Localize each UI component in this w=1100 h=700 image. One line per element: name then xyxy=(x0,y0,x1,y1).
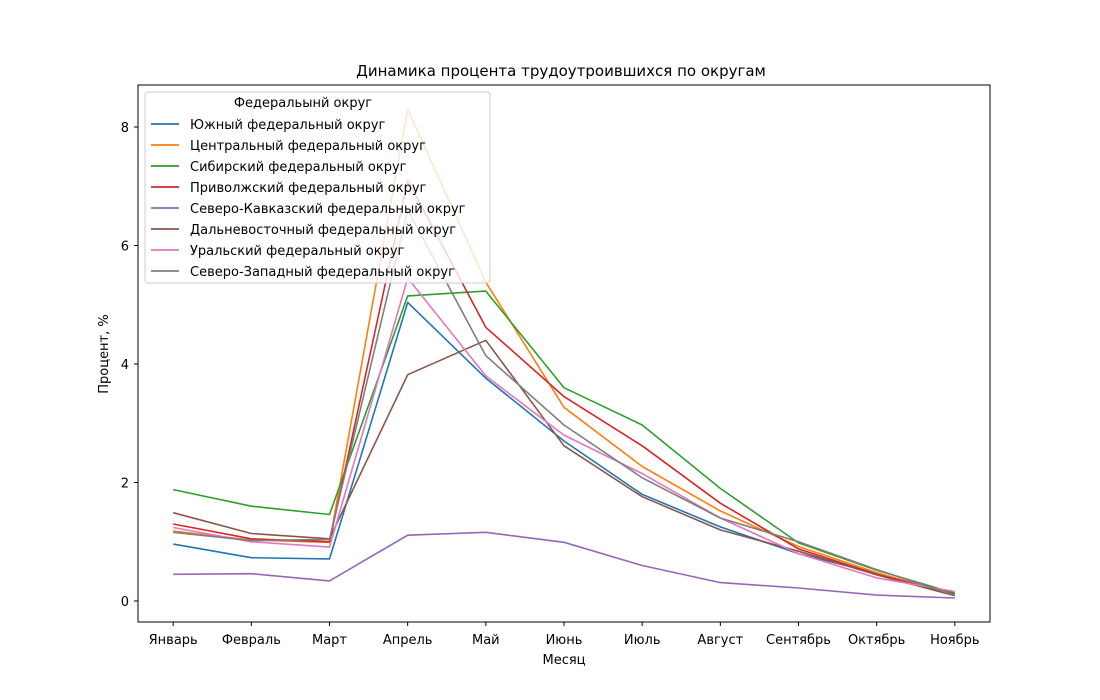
legend-box xyxy=(144,91,491,284)
legend-label: Центральный федеральный округ xyxy=(190,139,426,154)
y-tick-label: 4 xyxy=(121,358,129,373)
series-line-0 xyxy=(173,301,956,595)
legend-items: Южный федеральный округ Центральный федер… xyxy=(151,118,466,280)
x-tick-label: Январь xyxy=(149,633,198,648)
x-tick-label: Июнь xyxy=(546,633,583,648)
legend-label: Сибирский федеральный округ xyxy=(190,160,407,175)
y-tick-label: 2 xyxy=(121,477,129,492)
x-tick-label: Май xyxy=(472,633,500,648)
y-tick-label: 0 xyxy=(121,595,129,610)
legend-label: Южный федеральный округ xyxy=(190,118,385,133)
legend-label: Уральский федеральный округ xyxy=(190,244,405,259)
x-tick-label: Ноябрь xyxy=(930,633,979,648)
series-line-3 xyxy=(173,179,956,596)
y-axis-ticks: 0 2 4 6 8 xyxy=(121,121,138,610)
legend: Федеральынй округ Южный федеральный окру… xyxy=(144,91,491,284)
x-tick-label: Апрель xyxy=(383,633,433,648)
y-axis-label: Процент, % xyxy=(97,314,112,394)
series-line-6 xyxy=(173,277,955,593)
legend-label: Северо-Кавказский федеральный округ xyxy=(190,202,466,217)
x-tick-label: Август xyxy=(697,633,743,648)
x-axis-label: Месяц xyxy=(542,653,585,668)
y-tick-label: 8 xyxy=(121,121,129,136)
x-tick-label: Февраль xyxy=(222,633,281,648)
chart-title: Динамика процента трудоутроившихся по ок… xyxy=(356,62,766,80)
series-line-4 xyxy=(173,531,955,599)
x-tick-label: Сентябрь xyxy=(766,633,831,648)
x-tick-label: Октябрь xyxy=(848,633,905,648)
x-tick-label: Март xyxy=(312,633,347,648)
series-line-7 xyxy=(173,209,956,596)
y-tick-label: 6 xyxy=(121,240,129,255)
plot-lines xyxy=(172,108,956,599)
x-tick-label: Июль xyxy=(624,633,661,648)
x-axis-ticks: Январь Февраль Март Апрель Май Июнь Июль Август… xyxy=(149,622,980,648)
series-line-5 xyxy=(172,339,956,597)
legend-label: Северо-Западный федеральный округ xyxy=(190,265,455,280)
legend-label: Приволжский федеральный округ xyxy=(190,181,427,196)
legend-title: Федеральынй округ xyxy=(234,96,372,111)
series-line-2 xyxy=(173,290,956,595)
legend-label: Дальневосточный федеральный округ xyxy=(190,223,456,238)
